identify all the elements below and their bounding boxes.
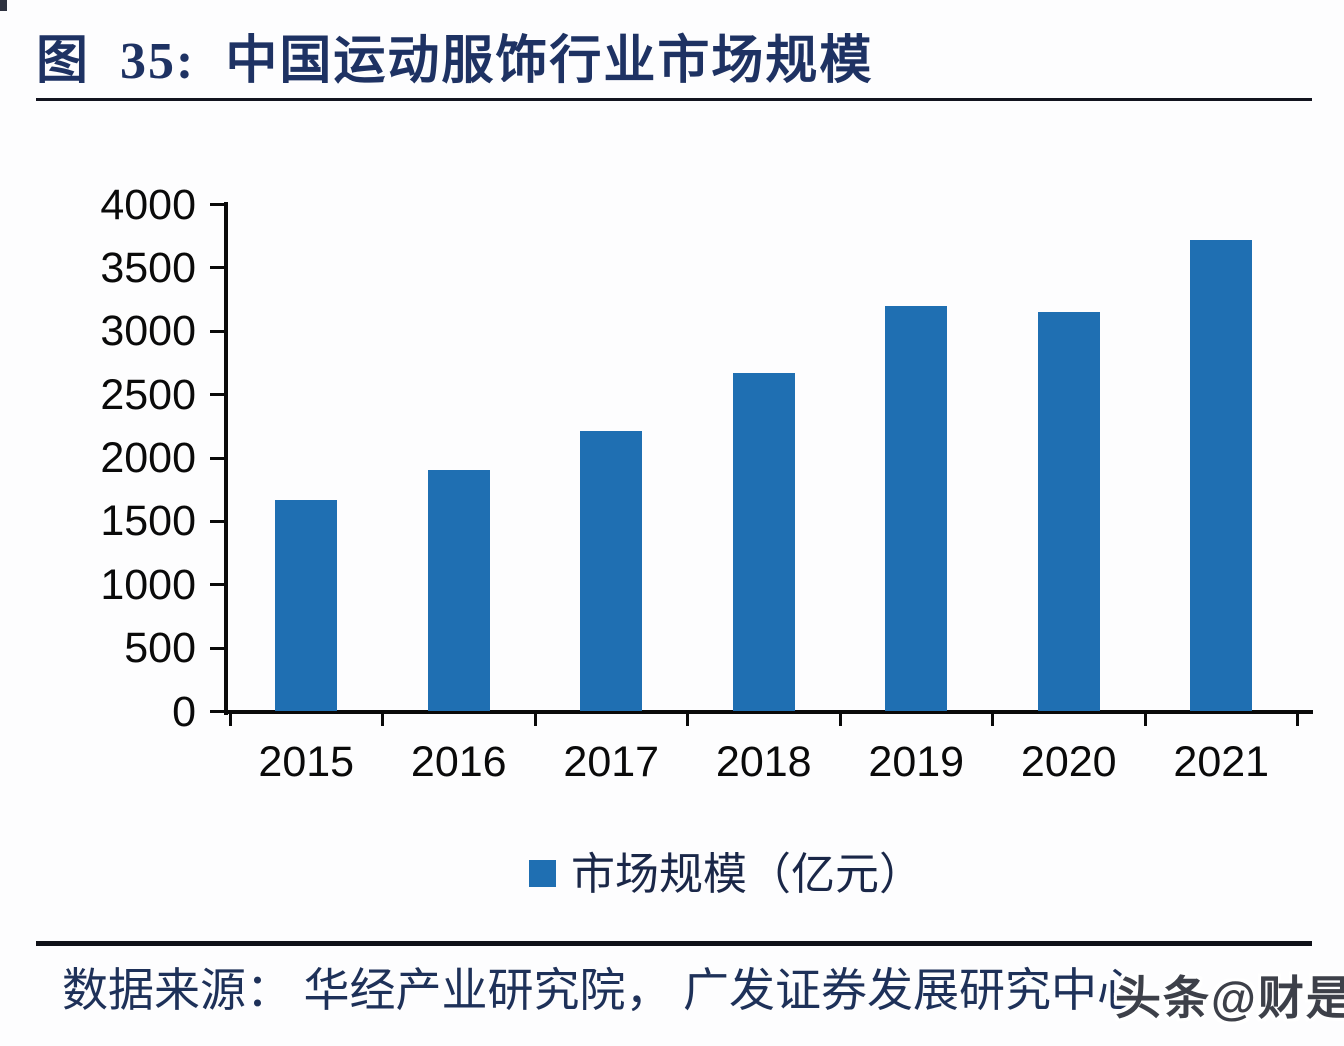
y-tick-3000 bbox=[210, 329, 224, 333]
bar-2020 bbox=[1037, 312, 1100, 712]
bar-2019 bbox=[885, 306, 948, 712]
y-tick-2500 bbox=[210, 393, 224, 397]
x-tick-7 bbox=[1296, 713, 1299, 726]
figure-title: 图 35: 中国运动服饰行业市场规模 bbox=[36, 33, 874, 90]
title-underline bbox=[36, 98, 1312, 101]
x-tick-label-2020: 2020 bbox=[1020, 738, 1117, 786]
legend-label: 市场规模（亿元） bbox=[571, 850, 923, 899]
bar-2017 bbox=[580, 430, 643, 712]
x-tick-label-2015: 2015 bbox=[258, 738, 355, 786]
bar-2021 bbox=[1190, 240, 1253, 712]
y-tick-1500 bbox=[210, 519, 224, 523]
x-tick-1 bbox=[381, 713, 384, 726]
x-tick-2 bbox=[533, 713, 537, 726]
y-tick-label-4000: 4000 bbox=[100, 180, 196, 229]
y-tick-label-2500: 2500 bbox=[100, 370, 196, 419]
x-tick-3 bbox=[686, 713, 689, 726]
y-tick-1000 bbox=[210, 583, 224, 587]
y-tick-0 bbox=[210, 710, 224, 713]
y-tick-label-3000: 3000 bbox=[100, 307, 196, 356]
x-tick-label-2021: 2021 bbox=[1173, 738, 1270, 786]
y-tick-label-500: 500 bbox=[124, 624, 196, 673]
watermark: 头条@财是 bbox=[1115, 972, 1344, 1024]
x-axis bbox=[224, 710, 1313, 714]
y-axis bbox=[224, 202, 228, 715]
y-tick-label-0: 0 bbox=[172, 687, 196, 736]
x-tick-5 bbox=[991, 713, 994, 726]
legend: 市场规模（亿元） bbox=[529, 838, 923, 902]
y-tick-500 bbox=[210, 646, 224, 650]
bar-chart: 0 500 1000 1500 2000 2500 3000 3500 4000 2015 201… bbox=[0, 120, 1344, 820]
legend-swatch bbox=[529, 859, 556, 887]
bar-2015 bbox=[275, 499, 338, 712]
y-tick-label-1000: 1000 bbox=[100, 560, 196, 609]
x-tick-6 bbox=[1143, 713, 1147, 726]
y-tick-label-1500: 1500 bbox=[100, 497, 196, 546]
y-tick-2000 bbox=[210, 456, 224, 460]
edge-artifact bbox=[0, 0, 7, 11]
bar-2016 bbox=[427, 470, 490, 712]
y-tick-3500 bbox=[210, 266, 224, 270]
source-divider bbox=[36, 941, 1312, 946]
y-tick-label-2000: 2000 bbox=[100, 434, 196, 482]
data-source: 数据来源： 华经产业研究院， 广发证券发展研究中心 bbox=[62, 965, 1143, 1016]
x-tick-0 bbox=[228, 713, 232, 726]
x-tick-label-2018: 2018 bbox=[715, 738, 812, 786]
y-tick-4000 bbox=[210, 203, 224, 206]
x-tick-label-2019: 2019 bbox=[868, 738, 965, 786]
x-tick-label-2016: 2016 bbox=[410, 738, 507, 786]
x-tick-label-2017: 2017 bbox=[563, 738, 660, 786]
x-tick-4 bbox=[838, 713, 842, 726]
y-tick-label-3500: 3500 bbox=[100, 243, 196, 292]
bar-2018 bbox=[732, 373, 795, 712]
